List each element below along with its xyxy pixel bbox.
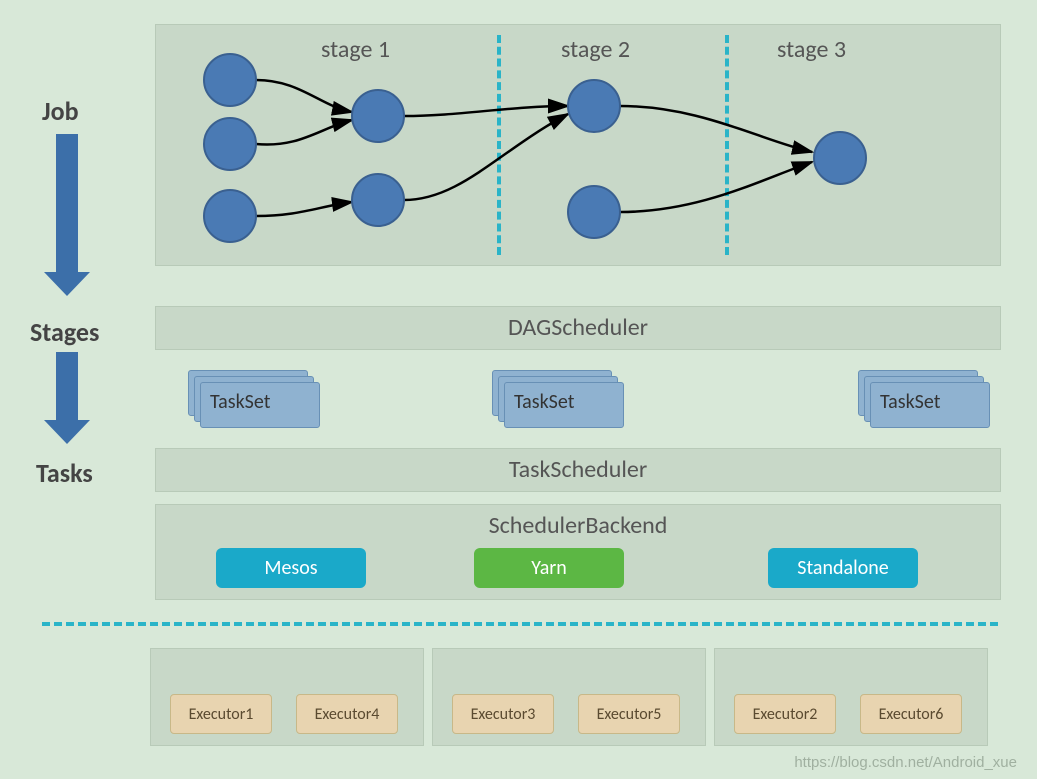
task-scheduler-label: TaskScheduler (156, 449, 1000, 484)
taskset-2-label: TaskSet (514, 390, 574, 414)
executor-3: Executor3 (452, 694, 554, 734)
task-scheduler-box: TaskScheduler (155, 448, 1001, 492)
arrow-stages-to-tasks-icon (56, 352, 78, 422)
taskset-3: TaskSet (858, 370, 998, 428)
backend-yarn-button[interactable]: Yarn (474, 548, 624, 588)
scheduler-backend-label: SchedulerBackend (156, 505, 1000, 540)
job-dag-panel: stage 1 stage 2 stage 3 (155, 24, 1001, 266)
taskset-1-label: TaskSet (210, 390, 270, 414)
watermark-text: https://blog.csdn.net/Android_xue (794, 754, 1017, 771)
backend-standalone-button[interactable]: Standalone (768, 548, 918, 588)
dag-scheduler-label: DAGScheduler (156, 307, 1000, 342)
stage-divider-2 (725, 35, 729, 255)
stage-3-label: stage 3 (777, 35, 846, 64)
dag-scheduler-box: DAGScheduler (155, 306, 1001, 350)
arrow-job-to-stages-icon (56, 134, 78, 274)
executor-1: Executor1 (170, 694, 272, 734)
stage-2-label: stage 2 (561, 35, 630, 64)
label-stages: Stages (30, 316, 99, 348)
backend-mesos-button[interactable]: Mesos (216, 548, 366, 588)
label-tasks: Tasks (36, 457, 93, 489)
executor-5: Executor5 (578, 694, 680, 734)
label-job: Job (42, 95, 79, 127)
taskset-2: TaskSet (492, 370, 632, 428)
executor-6: Executor6 (860, 694, 962, 734)
section-divider (42, 622, 998, 626)
taskset-1: TaskSet (188, 370, 328, 428)
stage-1-label: stage 1 (321, 35, 390, 64)
stage-divider-1 (497, 35, 501, 255)
taskset-3-label: TaskSet (880, 390, 940, 414)
executor-4: Executor4 (296, 694, 398, 734)
executor-2: Executor2 (734, 694, 836, 734)
